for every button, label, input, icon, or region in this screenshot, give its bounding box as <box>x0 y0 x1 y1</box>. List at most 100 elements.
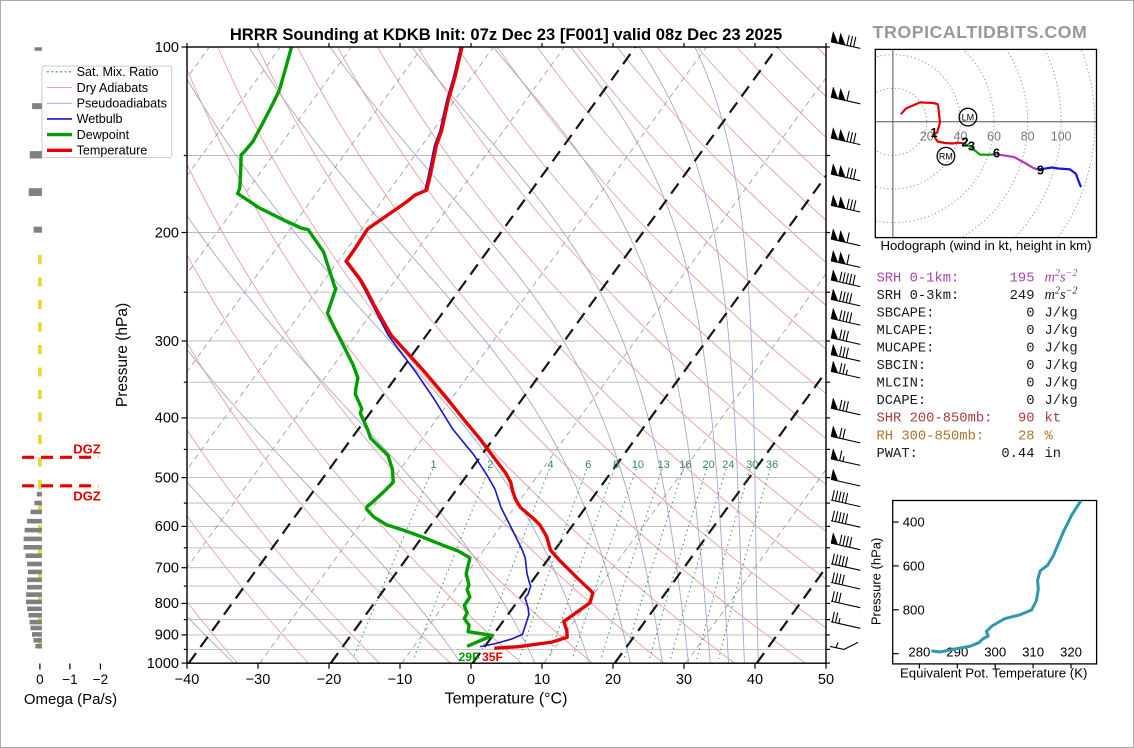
svg-text:0: 0 <box>1026 377 1034 392</box>
svg-text:Pseudoadiabats: Pseudoadiabats <box>77 97 167 111</box>
svg-text:60: 60 <box>987 130 1001 144</box>
svg-text:PWAT:: PWAT: <box>877 447 918 462</box>
svg-text:0: 0 <box>36 672 44 687</box>
svg-text:TROPICALTIDBITS.COM: TROPICALTIDBITS.COM <box>873 22 1088 42</box>
svg-text:500: 500 <box>155 470 179 486</box>
svg-text:40: 40 <box>953 130 967 144</box>
svg-text:90: 90 <box>1018 412 1035 427</box>
svg-text:LM: LM <box>962 113 975 123</box>
svg-text:Equivalent Pot. Temperature (K: Equivalent Pot. Temperature (K) <box>900 666 1087 681</box>
svg-text:16: 16 <box>679 459 691 471</box>
svg-text:280: 280 <box>908 645 930 660</box>
svg-text:J/kg: J/kg <box>1045 376 1078 392</box>
svg-text:300: 300 <box>984 645 1006 660</box>
svg-text:%: % <box>1045 429 1054 444</box>
svg-text:SBCAPE:: SBCAPE: <box>877 307 935 322</box>
svg-text:in: in <box>1045 446 1062 462</box>
svg-text:3: 3 <box>968 139 975 154</box>
svg-text:J/kg: J/kg <box>1045 393 1078 409</box>
svg-text:0: 0 <box>1026 324 1034 339</box>
svg-text:310: 310 <box>1022 645 1044 660</box>
svg-text:9: 9 <box>1037 163 1044 178</box>
svg-text:80: 80 <box>1021 130 1035 144</box>
svg-text:50: 50 <box>818 672 834 688</box>
svg-text:600: 600 <box>155 519 179 535</box>
svg-text:Wetbulb: Wetbulb <box>77 112 123 126</box>
svg-text:Omega (Pa/s): Omega (Pa/s) <box>24 691 117 708</box>
svg-text:Temperature (°C): Temperature (°C) <box>445 691 568 708</box>
svg-text:2: 2 <box>487 459 493 471</box>
svg-text:DGZ: DGZ <box>73 441 101 456</box>
svg-text:Pressure (hPa): Pressure (hPa) <box>114 303 131 407</box>
svg-text:−40: −40 <box>175 672 200 688</box>
svg-text:100: 100 <box>155 40 179 56</box>
svg-text:HRRR Sounding at KDKB Init: 07: HRRR Sounding at KDKB Init: 07z Dec 23 [… <box>230 25 782 44</box>
svg-text:SHR 200-850mb:: SHR 200-850mb: <box>877 411 993 427</box>
svg-text:Sat. Mix. Ratio: Sat. Mix. Ratio <box>77 65 159 79</box>
svg-text:900: 900 <box>155 628 179 644</box>
svg-text:800: 800 <box>155 596 179 612</box>
svg-text:30: 30 <box>676 672 692 688</box>
svg-text:249: 249 <box>1010 289 1035 304</box>
svg-text:320: 320 <box>1060 645 1082 660</box>
svg-text:Temperature: Temperature <box>77 144 148 158</box>
svg-text:10: 10 <box>632 459 644 471</box>
svg-text:800: 800 <box>903 602 925 617</box>
svg-text:1: 1 <box>431 459 437 471</box>
svg-text:13: 13 <box>658 459 670 471</box>
svg-text:24: 24 <box>722 459 734 471</box>
svg-text:6: 6 <box>585 459 591 471</box>
svg-text:0: 0 <box>1026 342 1034 357</box>
svg-text:SRH 0-1km:: SRH 0-1km: <box>877 270 960 286</box>
svg-text:36: 36 <box>766 459 778 471</box>
svg-text:−10: −10 <box>388 672 413 688</box>
svg-text:−1: −1 <box>62 672 77 687</box>
svg-text:20: 20 <box>702 459 714 471</box>
svg-text:300: 300 <box>155 334 179 350</box>
svg-text:Hodograph (wind in kt, height: Hodograph (wind in kt, height in km) <box>880 238 1091 253</box>
svg-text:200: 200 <box>155 225 179 241</box>
svg-text:0.44: 0.44 <box>1001 447 1034 462</box>
svg-text:400: 400 <box>155 411 179 427</box>
svg-text:40: 40 <box>747 672 763 688</box>
svg-text:30: 30 <box>746 459 758 471</box>
svg-text:28: 28 <box>1018 429 1035 444</box>
svg-text:DCAPE:: DCAPE: <box>877 394 927 409</box>
svg-text:MLCIN:: MLCIN: <box>877 377 927 392</box>
svg-text:4: 4 <box>548 459 554 471</box>
svg-text:10: 10 <box>534 672 550 688</box>
svg-text:600: 600 <box>903 558 925 573</box>
svg-text:kt: kt <box>1045 411 1062 427</box>
svg-text:0: 0 <box>1026 394 1034 409</box>
svg-text:−20: −20 <box>317 672 342 688</box>
svg-text:20: 20 <box>920 130 934 144</box>
svg-text:SBCIN:: SBCIN: <box>877 359 927 374</box>
svg-text:195: 195 <box>1010 271 1035 286</box>
svg-text:MLCAPE:: MLCAPE: <box>877 324 935 339</box>
svg-text:−30: −30 <box>246 672 271 688</box>
svg-text:2: 2 <box>961 135 968 150</box>
svg-text:20: 20 <box>605 672 621 688</box>
svg-text:1: 1 <box>930 125 937 140</box>
svg-text:Dewpoint: Dewpoint <box>77 128 130 142</box>
svg-text:SRH 0-3km:: SRH 0-3km: <box>877 288 960 304</box>
svg-text:100: 100 <box>1051 130 1072 144</box>
svg-text:J/kg: J/kg <box>1045 323 1078 339</box>
svg-text:400: 400 <box>903 515 925 530</box>
svg-text:J/kg: J/kg <box>1045 358 1078 374</box>
svg-text:0: 0 <box>467 672 475 688</box>
svg-text:RH 300-850mb:: RH 300-850mb: <box>877 428 985 444</box>
svg-text:J/kg: J/kg <box>1045 341 1078 357</box>
svg-text:RM: RM <box>939 152 953 162</box>
svg-text:0: 0 <box>1026 307 1034 322</box>
svg-text:Dry Adiabats: Dry Adiabats <box>77 81 148 95</box>
svg-text:700: 700 <box>155 561 179 577</box>
svg-text:−2: −2 <box>93 672 108 687</box>
svg-text:1000: 1000 <box>147 656 179 672</box>
svg-text:0: 0 <box>1026 359 1034 374</box>
svg-text:29F: 29F <box>458 650 479 664</box>
svg-text:6: 6 <box>993 146 1000 161</box>
svg-text:J/kg: J/kg <box>1045 306 1078 322</box>
svg-text:Pressure (hPa): Pressure (hPa) <box>868 538 883 625</box>
svg-text:35F: 35F <box>482 650 503 664</box>
